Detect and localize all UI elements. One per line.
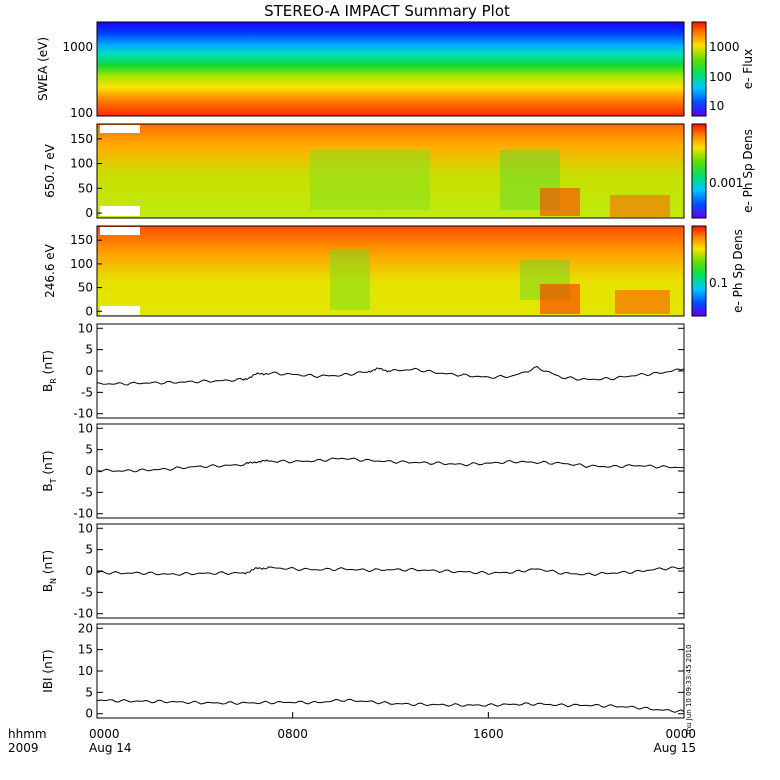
- pad246-ylabel: 246.6 eV: [43, 243, 57, 298]
- ytick-label: 15: [78, 643, 93, 657]
- pad-ytick-label: 100: [70, 257, 93, 271]
- ytick-label: 10: [78, 321, 93, 335]
- line-panel-ylabel: BT (nT): [41, 450, 58, 491]
- pad650-patch: [610, 195, 670, 217]
- pad650-patch: [540, 188, 580, 216]
- panel-swea: SWEA (eV) 1000 100 1000 100 10 e- Flux: [36, 21, 755, 120]
- pad650-ylabel: 650.7 eV: [43, 143, 57, 198]
- ytick-label: 5: [85, 343, 93, 357]
- series-line: [96, 698, 685, 713]
- ytick-label: 0: [85, 364, 93, 378]
- xtick-label: 0000: [665, 727, 696, 741]
- ytick-label: 5: [85, 443, 93, 457]
- ytick-label: 20: [78, 621, 93, 635]
- ytick-label: 0: [85, 464, 93, 478]
- pad246-gap: [100, 227, 140, 235]
- pad-ytick-label: 0: [85, 304, 93, 318]
- series-line: [96, 457, 684, 473]
- xtick-sublabel: Aug 14: [89, 741, 132, 755]
- pad246-spectrogram: [97, 226, 684, 316]
- swea-frame: [96, 21, 685, 117]
- pad246-patch: [540, 284, 580, 314]
- ytick-label: -10: [73, 407, 93, 421]
- panel-pad-246: 246.6 eV 0 50 100 150 0.1 e- Ph Sp Dens: [43, 225, 745, 318]
- pad246-patch: [615, 290, 670, 314]
- ytick-label: 10: [78, 664, 93, 678]
- series-line: [96, 566, 685, 577]
- pad246-cbar-tick-label: 0.1: [709, 276, 728, 290]
- line-panels: -10 -5 0 5 10 BR (nT) -10 -5 0 5 10 BT (nT) -10 -5 0 5 1…: [41, 321, 685, 721]
- pad650-cbar-label: e- Ph Sp Dens: [741, 129, 755, 213]
- pad-ytick-label: 150: [70, 233, 93, 247]
- pad650-gap: [100, 125, 140, 133]
- ytick-label: -5: [81, 385, 93, 399]
- xtick-label: 0800: [277, 727, 308, 741]
- ytick-label: -10: [73, 607, 93, 621]
- pad650-gap: [100, 206, 140, 216]
- pad650-patch: [310, 150, 430, 210]
- pad246-yticks: 0 50 100 150: [70, 233, 102, 318]
- swea-ylabel: SWEA (eV): [36, 37, 50, 101]
- swea-cbar-tick-label: 1000: [709, 40, 740, 54]
- line-panel: 0 5 10 15 20 IBI (nT): [41, 621, 685, 721]
- ytick-label: 0: [85, 564, 93, 578]
- xtick-label: 0000: [89, 727, 120, 741]
- pad246-colorbar: [691, 225, 707, 317]
- pad246-patch: [330, 250, 370, 310]
- ytick-label: 10: [78, 421, 93, 435]
- xaxis-label-top: hhmm: [8, 727, 47, 741]
- pad650-colorbar: [691, 123, 707, 219]
- swea-cbar-label: e- Flux: [741, 49, 755, 89]
- pad-ytick-label: 50: [78, 281, 93, 295]
- line-panel-frame: [96, 423, 685, 519]
- xtick-label: 1600: [473, 727, 504, 741]
- pad246-gap: [100, 306, 140, 315]
- ytick-label: 5: [85, 685, 93, 699]
- pad-ytick-label: 150: [70, 132, 93, 146]
- line-panel-ylabel: BN (nT): [41, 550, 58, 592]
- timestamp: Thu Jun 10 09:33:45 2010: [685, 644, 693, 736]
- swea-ytick-label: 1000: [62, 40, 93, 54]
- pad650-yticks: 0 50 100 150: [70, 132, 102, 220]
- ytick-label: 5: [85, 543, 93, 557]
- ytick-label: -5: [81, 485, 93, 499]
- pad-ytick-label: 0: [85, 206, 93, 220]
- pad-ytick-label: 100: [70, 157, 93, 171]
- pad650-cbar-tick-label: 0.001: [709, 176, 743, 190]
- panel-pad-650: 650.7 eV 0 50 100 150 0.001 e- Ph Sp Dens: [43, 123, 755, 220]
- ytick-label: 0: [85, 707, 93, 721]
- line-panel-ylabel: BR (nT): [41, 350, 58, 392]
- pad246-frame: [96, 225, 685, 317]
- pad246-cbar-label: e- Ph Sp Dens: [731, 229, 745, 313]
- pad650-frame: [96, 123, 685, 219]
- swea-cbar-tick-label: 100: [709, 70, 732, 84]
- xaxis-label-bottom: 2009: [8, 741, 39, 755]
- swea-spectrogram: [97, 22, 684, 116]
- line-panel-ylabel: IBI (nT): [41, 649, 55, 692]
- swea-ytick-label: 100: [70, 106, 93, 120]
- line-panel: -10 -5 0 5 10 BT (nT): [41, 421, 685, 521]
- swea-cbar-tick-label: 10: [709, 99, 724, 113]
- line-panel-frame: [96, 523, 685, 619]
- ytick-label: -10: [73, 507, 93, 521]
- ytick-label: -5: [81, 585, 93, 599]
- ytick-label: 10: [78, 521, 93, 535]
- pad-ytick-label: 50: [78, 181, 93, 195]
- line-panel: -10 -5 0 5 10 BN (nT): [41, 521, 685, 621]
- swea-colorbar: [691, 21, 707, 117]
- plot-title: STEREO-A IMPACT Summary Plot: [264, 2, 510, 20]
- series-line: [96, 365, 685, 386]
- line-panel: -10 -5 0 5 10 BR (nT): [41, 321, 685, 421]
- xtick-sublabel: Aug 15: [653, 741, 696, 755]
